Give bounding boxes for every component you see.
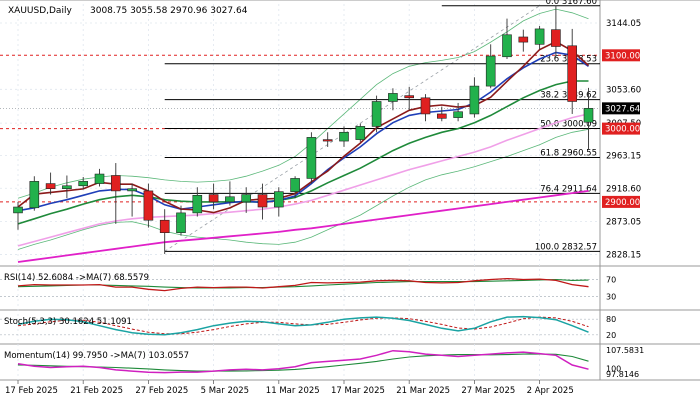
symbol-title: XAUUSD,Daily [8, 6, 72, 16]
moving-averages [17, 40, 590, 263]
momentum-title: Momentum(14) 99.7950 ->MA(7) 103.0557 [4, 351, 189, 361]
momentum-axis-label: 107.5831 [606, 346, 644, 355]
candle-body [518, 36, 529, 43]
candle-body [534, 28, 545, 45]
stochastic-pane: 80 20 Stoch(5,3,3) 30.1624 51.1091 [0, 315, 616, 340]
candle-body [127, 188, 137, 192]
date-label: 27 Feb 2025 [135, 386, 188, 396]
candle-body [469, 85, 480, 115]
date-label: 11 Mar 2025 [266, 386, 320, 396]
grid-lines [0, 0, 700, 381]
candle-body [453, 111, 463, 118]
candle-body [485, 55, 496, 87]
price-tick-label: 2828.15 [606, 251, 641, 261]
candle-body [502, 34, 512, 58]
indicator-level-label: 20 [606, 331, 616, 340]
price-tick-label: 2918.60 [606, 184, 641, 194]
candle-body [355, 126, 366, 140]
fib-level-label: 100.0 2832.57 [535, 242, 597, 252]
stoch-k-line [17, 315, 589, 336]
candle-body [29, 181, 40, 209]
candle-body [273, 191, 284, 208]
lower-envelope-line [17, 128, 589, 250]
candle-body [388, 93, 398, 102]
date-label: 2 Apr 2025 [527, 386, 574, 396]
date-label: 17 Feb 2025 [5, 386, 58, 396]
candle-body [176, 212, 186, 233]
rsi-title: RSI(14) 52.6084 ->MA(7) 68.5579 [4, 273, 149, 283]
date-label: 21 Feb 2025 [70, 386, 123, 396]
candle-body [13, 206, 23, 214]
fib-level-label: 0.0 3167.60 [546, 0, 597, 7]
fib-level-label: 50.0 3000.09 [540, 120, 597, 130]
candle-body [192, 195, 203, 214]
candle-body [322, 139, 333, 142]
price-level-badge [602, 102, 640, 115]
rsi-ma-line [17, 278, 589, 289]
rsi-line [17, 277, 589, 292]
price-level-badge-label: 3000.00 [605, 125, 640, 135]
candle-body [257, 194, 268, 208]
date-label: 27 Mar 2025 [461, 386, 515, 396]
indicator-level-label: 30 [606, 293, 616, 302]
short-ma-line [17, 40, 590, 214]
price-level-badge [602, 195, 640, 208]
stoch-title: Stoch(5,3,3) 30.1624 51.1091 [4, 317, 132, 327]
candle-body [583, 108, 594, 123]
momentum-line [17, 349, 589, 374]
momentum-axis-label: 100 [606, 365, 621, 374]
price-tick-label: 2873.05 [606, 218, 641, 228]
price-tick-label: 2963.15 [606, 152, 641, 162]
candle-body [143, 190, 154, 221]
candle-body [290, 178, 300, 192]
candle-body [436, 113, 447, 119]
indicator-level-label: 70 [606, 276, 616, 285]
date-label: 17 Mar 2025 [331, 386, 385, 396]
fib-level-label: 61.8 2960.55 [540, 149, 597, 159]
candle-body [551, 29, 561, 47]
candle-body [159, 219, 170, 233]
candle-body [94, 173, 105, 184]
price-level-badge-label: 3100.00 [605, 51, 640, 61]
candle-body [78, 181, 88, 187]
ohlc-readout: 3008.75 3055.58 2970.96 3027.64 [90, 6, 248, 16]
price-level-badge [602, 122, 640, 135]
fib-level-label: 76.4 2911.64 [540, 184, 597, 194]
rsi-pane: 70 30 RSI(14) 52.6084 ->MA(7) 68.5579 [0, 273, 616, 302]
candle-body [404, 95, 415, 99]
candle-body [208, 194, 219, 203]
long-ma-line [17, 190, 589, 263]
date-label: 5 Mar 2025 [201, 386, 249, 396]
date-axis: 17 Feb 2025 21 Feb 2025 27 Feb 2025 5 Mar 2… [5, 380, 574, 396]
price-tick-label: 3144.05 [606, 19, 641, 29]
mid-ma-line [17, 80, 589, 225]
price-level-badge-label: 2900.00 [605, 198, 640, 208]
candle-body [339, 131, 349, 142]
candle-body [62, 185, 72, 190]
price-level-badge-label: 3027.64 [605, 104, 640, 114]
price-tick-label: 3053.60 [606, 85, 641, 95]
candle-body [420, 97, 431, 115]
candle-body [306, 137, 317, 179]
price-axis: 3144.053053.603007.502963.152918.602873.… [602, 19, 641, 261]
date-label: 21 Mar 2025 [396, 386, 450, 396]
momentum-ma-line [17, 353, 589, 372]
candle-body [111, 175, 121, 192]
candle-body [567, 45, 578, 102]
candle-body [45, 183, 56, 190]
candle-body [225, 196, 235, 203]
stoch-d-line [17, 316, 589, 335]
price-level-badge [602, 49, 640, 62]
candlesticks [13, 5, 594, 254]
candle-body [241, 194, 251, 203]
momentum-axis-label: 97.8146 [606, 370, 639, 379]
candle-body [371, 101, 382, 127]
indicator-level-label: 80 [606, 315, 616, 324]
slow-ma-line [17, 113, 589, 247]
